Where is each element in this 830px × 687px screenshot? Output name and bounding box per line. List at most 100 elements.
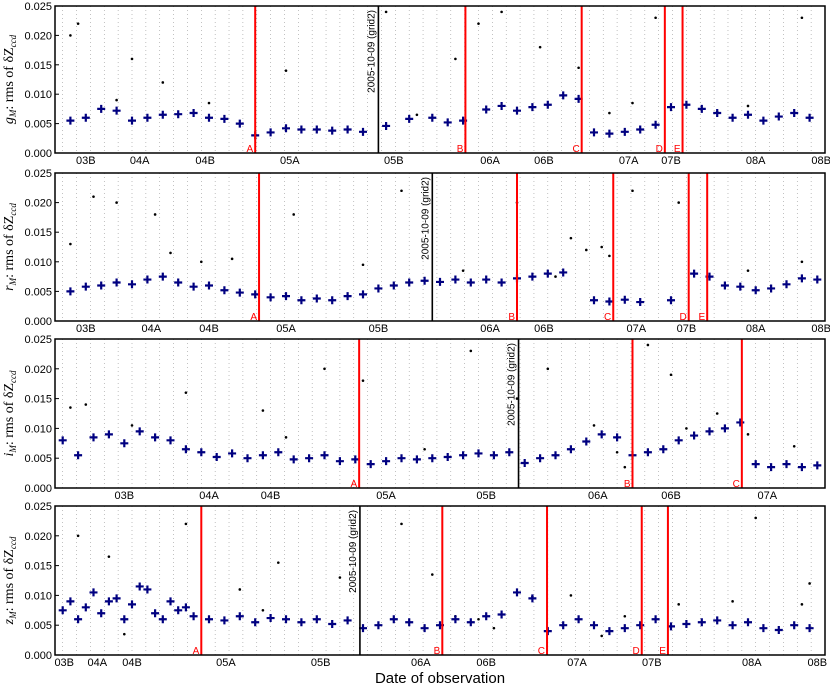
outlier-point (261, 609, 265, 612)
nominal-point (736, 282, 745, 291)
outlier-point (361, 263, 365, 267)
nominal-point (705, 427, 714, 436)
nominal-point (405, 278, 414, 287)
nominal-point (543, 100, 552, 109)
outlier-point (469, 349, 473, 353)
nominal-point (420, 276, 429, 285)
nominal-point (744, 110, 752, 119)
nominal-point (536, 454, 545, 463)
outlier-point (500, 10, 503, 14)
season-label: 04B (122, 657, 142, 669)
event-marker-label: E (674, 144, 681, 155)
nominal-point (135, 427, 144, 436)
y-axis-band-symbol: i (2, 453, 17, 457)
y-axis-band-symbol: g (2, 117, 17, 124)
nominal-point (143, 585, 152, 594)
nominal-point (459, 451, 468, 460)
event-marker-label: E (659, 646, 666, 657)
outlier-point (169, 251, 172, 255)
season-label: 06A (411, 657, 431, 669)
nominal-point (189, 612, 198, 621)
y-axis-band-symbol: r (2, 285, 17, 291)
nominal-point (389, 281, 398, 290)
nominal-point (482, 612, 491, 621)
outlier-point (207, 101, 211, 105)
nominal-point (274, 448, 283, 457)
nominal-point (659, 445, 668, 454)
y-tick-label: 0.025 (24, 1, 52, 13)
nominal-point (513, 106, 521, 115)
y-axis-subscript: M (8, 109, 18, 118)
outlier-point (715, 412, 719, 415)
nominal-point (767, 463, 776, 472)
nominal-point (343, 125, 352, 134)
outlier-point (808, 582, 811, 585)
outlier-point (454, 57, 457, 61)
outlier-point (577, 66, 580, 70)
panel-r: 2005-10-09 (grid2) A B C D E 0.000 0.005 0.010 0.… (2, 168, 830, 335)
outlier-point (477, 22, 480, 25)
nominal-point (466, 618, 475, 627)
nominal-point (482, 275, 491, 284)
outlier-point (400, 189, 403, 193)
nominal-point (805, 624, 814, 633)
grid-event-label: 2005-10-09 (grid2) (348, 510, 359, 593)
nominal-point (605, 297, 614, 306)
nominal-point (235, 288, 244, 297)
nominal-point (613, 433, 622, 442)
outlier-point (461, 269, 465, 272)
y-tick-label: 0.020 (24, 364, 52, 376)
y-tick-label: 0.005 (24, 286, 52, 298)
y-axis-subscript: ccd (8, 536, 18, 549)
panel-g: 2005-10-09 (grid2) A B C D E 0.000 0.005 0.010 0.… (2, 1, 830, 167)
outlier-point (400, 522, 403, 526)
nominal-point (412, 455, 421, 464)
y-axis-band-symbol: z (2, 618, 17, 625)
y-tick-label: 0.010 (24, 257, 52, 269)
nominal-point (643, 448, 652, 457)
nominal-point (751, 286, 760, 295)
nominal-point (266, 614, 275, 623)
outlier-point (569, 236, 573, 240)
nominal-point (166, 597, 175, 606)
season-label: 08B (808, 657, 828, 669)
nominal-point (251, 290, 260, 299)
y-tick-label: 0.025 (24, 168, 52, 180)
season-label: 04A (141, 323, 161, 335)
nominal-point (543, 269, 552, 278)
outlier-point (538, 45, 542, 49)
panel-z: 2005-10-09 (grid2) A B C D E 0.000 0.005 0.010 0.… (2, 501, 827, 669)
outlier-point (546, 367, 550, 371)
outlier-point (161, 81, 165, 84)
nominal-point (474, 449, 483, 458)
nominal-point (74, 615, 83, 624)
nominal-point (528, 103, 537, 112)
nominal-point (220, 616, 229, 625)
nominal-point (690, 269, 699, 278)
nominal-point (667, 103, 675, 112)
outlier-point (130, 424, 134, 427)
y-tick-label: 0.000 (24, 483, 52, 495)
nominal-point (443, 118, 452, 127)
season-label: 07A (757, 490, 777, 502)
nominal-point (382, 457, 391, 466)
nominal-point (497, 610, 506, 619)
outlier-point (200, 260, 203, 264)
nominal-point (312, 125, 321, 134)
nominal-point (636, 125, 645, 134)
season-label: 05B (311, 657, 331, 669)
nominal-point (751, 460, 760, 469)
nominal-point (443, 453, 452, 462)
event-marker-label: C (733, 479, 740, 490)
outlier-point (615, 450, 619, 454)
nominal-point (374, 621, 383, 630)
nominal-point (428, 113, 437, 122)
nominal-point (497, 278, 506, 287)
outlier-point (69, 406, 72, 409)
nominal-point (682, 100, 691, 109)
outlier-point (792, 444, 796, 448)
nominal-point (312, 615, 321, 624)
season-label: 06B (534, 155, 554, 167)
season-label: 05B (476, 490, 496, 502)
